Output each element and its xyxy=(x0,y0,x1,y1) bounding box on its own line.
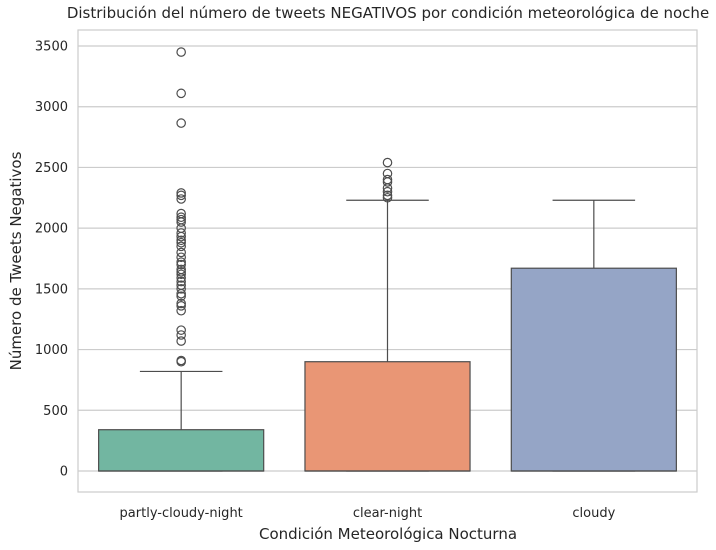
outlier-point xyxy=(176,284,186,294)
outlier-point xyxy=(176,247,186,258)
outlier-point xyxy=(382,190,393,201)
y-tick-label: 2000 xyxy=(35,222,68,237)
y-tick-label: 0 xyxy=(60,465,68,480)
box-iqr xyxy=(510,267,677,472)
box-clear-night xyxy=(304,157,471,472)
y-tick-label: 1000 xyxy=(35,343,68,358)
outlier-point xyxy=(382,192,393,203)
outlier-point xyxy=(176,273,186,283)
outlier-point xyxy=(176,301,186,311)
outlier-point xyxy=(176,356,186,367)
outlier-point xyxy=(176,291,186,301)
y-axis-label: Número de Tweets Negativos xyxy=(7,151,25,370)
outlier-point xyxy=(176,188,186,198)
outlier-point xyxy=(176,330,186,340)
box-iqr xyxy=(98,429,265,472)
x-tick-label: partly-cloudy-night xyxy=(120,506,243,521)
outlier-point xyxy=(176,325,186,335)
y-tick-label: 1500 xyxy=(35,282,68,297)
box-cloudy xyxy=(510,199,677,472)
outlier-point xyxy=(176,88,186,99)
outlier-point xyxy=(176,298,186,309)
outlier-point xyxy=(176,288,186,299)
outlier-point xyxy=(176,259,186,270)
outlier-point xyxy=(176,194,186,204)
outlier-point xyxy=(176,228,186,238)
outlier-point xyxy=(176,237,186,248)
y-tick-label: 500 xyxy=(43,404,68,419)
x-tick-label: cloudy xyxy=(572,506,615,521)
outlier-point xyxy=(382,177,393,187)
outlier-point xyxy=(382,157,393,168)
outlier-point xyxy=(176,276,186,287)
outlier-point xyxy=(176,241,186,252)
box-iqr xyxy=(304,361,471,472)
outlier-point xyxy=(176,252,186,263)
box-partly-cloudy-night xyxy=(98,47,265,472)
outlier-point xyxy=(176,190,186,201)
y-tick-label: 2500 xyxy=(35,161,68,176)
outlier-point xyxy=(176,231,186,242)
boxes-group xyxy=(98,47,677,472)
outlier-point xyxy=(382,186,393,197)
y-tick-label: 3500 xyxy=(35,40,68,55)
x-tick-labels: partly-cloudy-night clear-night cloudy xyxy=(120,506,616,521)
outlier-point xyxy=(176,336,186,346)
outlier-point xyxy=(176,257,186,267)
outlier-point xyxy=(176,305,186,316)
outlier-point xyxy=(176,269,186,280)
outlier-point xyxy=(176,235,186,246)
outlier-point xyxy=(176,118,186,128)
plot-area-frame xyxy=(77,29,698,493)
outlier-point xyxy=(176,212,186,223)
y-tick-labels: 0 500 1000 1500 2000 2500 3000 3500 xyxy=(35,40,68,480)
x-axis-label: Condición Meteorológica Nocturna xyxy=(259,525,517,543)
outlier-point xyxy=(176,217,186,227)
outlier-point xyxy=(176,267,186,277)
outlier-point xyxy=(382,183,393,193)
chart-title: Distribución del número de tweets NEGATI… xyxy=(67,4,709,22)
x-tick-label: clear-night xyxy=(353,506,422,521)
outlier-point xyxy=(176,47,186,57)
y-tick-label: 3000 xyxy=(35,100,68,115)
